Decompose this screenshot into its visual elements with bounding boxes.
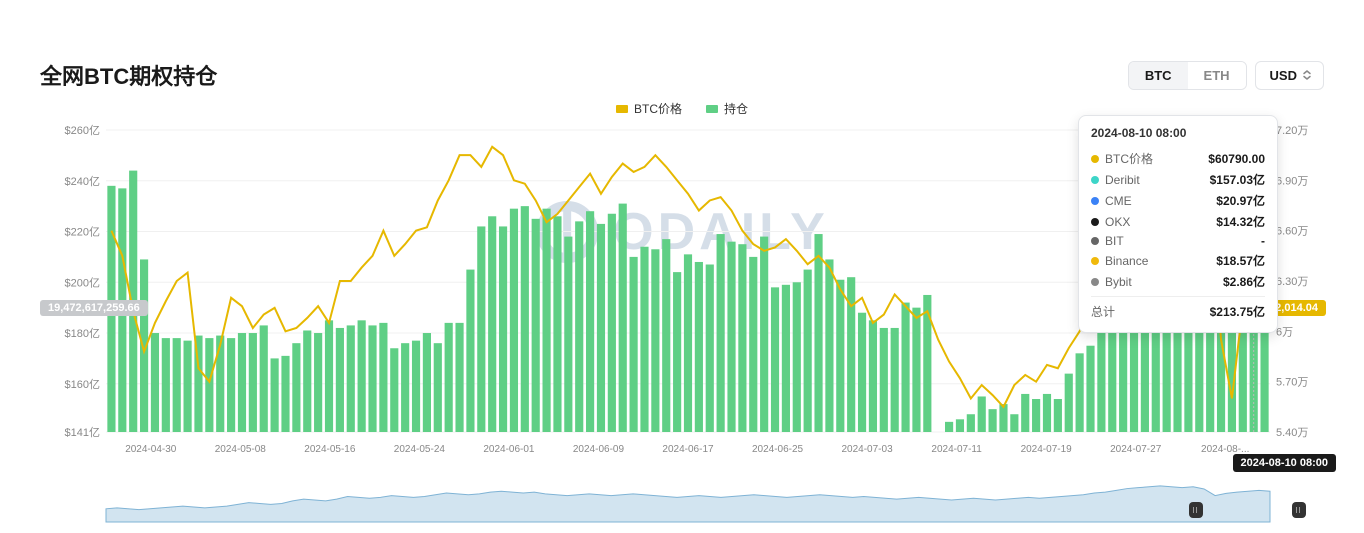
tooltip-row: Binance $18.57亿 (1091, 250, 1265, 271)
page-title: 全网BTC期权持仓 (40, 59, 217, 91)
tooltip-row-label: OKX (1105, 215, 1130, 229)
tooltip-row-label: BTC价格 (1105, 150, 1153, 167)
tooltip-row: BIT - (1091, 232, 1265, 250)
svg-text:6万: 6万 (1276, 326, 1293, 338)
svg-text:2024-06-17: 2024-06-17 (662, 444, 714, 455)
tooltip-date: 2024-08-10 08:00 (1091, 126, 1265, 140)
legend-swatch-oi (706, 105, 718, 113)
svg-text:2024-07-03: 2024-07-03 (841, 444, 893, 455)
tooltip-dot (1091, 237, 1099, 245)
svg-text:2024-07-11: 2024-07-11 (931, 444, 982, 455)
tooltip-dot (1091, 257, 1099, 265)
tooltip-row-label: Deribit (1105, 173, 1140, 187)
tooltip-dot (1091, 197, 1099, 205)
tooltip-row: BTC价格 $60790.00 (1091, 148, 1265, 169)
legend-oi[interactable]: 持仓 (706, 100, 748, 117)
svg-text:5.40万: 5.40万 (1276, 427, 1308, 439)
tooltip-total-value: $213.75亿 (1210, 303, 1265, 320)
datapoint-tooltip: 2024-08-10 08:00 BTC价格 $60790.00 Deribit $1… (1078, 115, 1278, 333)
tooltip-dot (1091, 218, 1099, 226)
svg-text:2024-05-08: 2024-05-08 (215, 444, 267, 455)
svg-text:2024-07-19: 2024-07-19 (1021, 444, 1073, 455)
tooltip-row-value: - (1261, 234, 1265, 248)
tooltip-total-label: 总计 (1091, 303, 1115, 320)
tooltip-row: OKX $14.32亿 (1091, 211, 1265, 232)
tooltip-row: CME $20.97亿 (1091, 190, 1265, 211)
svg-text:$240亿: $240亿 (65, 175, 100, 188)
svg-text:2024-06-01: 2024-06-01 (483, 444, 535, 455)
legend-price-label: BTC价格 (634, 100, 682, 117)
brush-handle-left[interactable] (1189, 502, 1203, 518)
tooltip-row-label: CME (1105, 194, 1132, 208)
svg-text:2024-04-30: 2024-04-30 (125, 444, 177, 455)
svg-text:$160亿: $160亿 (65, 378, 100, 391)
tooltip-row-label: Binance (1105, 254, 1148, 268)
asset-segment: BTC ETH (1128, 61, 1247, 90)
tooltip-row-value: $60790.00 (1208, 152, 1265, 166)
svg-text:$200亿: $200亿 (65, 276, 100, 289)
svg-text:7.20万: 7.20万 (1276, 125, 1308, 137)
svg-text:2024-06-09: 2024-06-09 (573, 444, 625, 455)
brush-minimap[interactable] (40, 472, 1324, 528)
tooltip-row-label: Bybit (1105, 275, 1132, 289)
tooltip-row-value: $18.57亿 (1216, 252, 1265, 269)
currency-select[interactable]: USD (1255, 61, 1324, 90)
svg-text:2024-05-16: 2024-05-16 (304, 444, 356, 455)
tooltip-row-label: BIT (1105, 234, 1124, 248)
segment-eth[interactable]: ETH (1188, 62, 1246, 89)
tooltip-row: Bybit $2.86亿 (1091, 271, 1265, 292)
svg-text:2024-06-25: 2024-06-25 (752, 444, 804, 455)
svg-text:6.90万: 6.90万 (1276, 175, 1308, 187)
tooltip-row-value: $14.32亿 (1216, 213, 1265, 230)
legend-swatch-price (616, 105, 628, 113)
svg-text:2024-07-27: 2024-07-27 (1110, 444, 1162, 455)
tooltip-row-value: $20.97亿 (1216, 192, 1265, 209)
currency-label: USD (1270, 68, 1297, 83)
legend-price[interactable]: BTC价格 (616, 100, 682, 117)
svg-text:$180亿: $180亿 (65, 327, 100, 340)
brush-handle-right[interactable] (1292, 502, 1306, 518)
left-axis-badge: 19,472,617,259.66 (40, 300, 148, 316)
svg-text:2024-05-24: 2024-05-24 (394, 444, 446, 455)
legend-oi-label: 持仓 (724, 100, 748, 117)
controls: BTC ETH USD (1128, 61, 1324, 90)
svg-text:6.60万: 6.60万 (1276, 226, 1308, 238)
svg-text:6.30万: 6.30万 (1276, 276, 1308, 288)
svg-text:5.70万: 5.70万 (1276, 377, 1308, 389)
svg-text:$141亿: $141亿 (65, 426, 100, 439)
tooltip-dot (1091, 155, 1099, 163)
svg-text:$220亿: $220亿 (65, 226, 100, 239)
tooltip-dot (1091, 278, 1099, 286)
tooltip-row-value: $157.03亿 (1210, 171, 1265, 188)
chevron-updown-icon (1301, 69, 1313, 81)
tooltip-dot (1091, 176, 1099, 184)
tooltip-row: Deribit $157.03亿 (1091, 169, 1265, 190)
segment-btc[interactable]: BTC (1129, 62, 1188, 89)
svg-text:$260亿: $260亿 (65, 124, 100, 137)
tooltip-row-value: $2.86亿 (1223, 273, 1265, 290)
x-axis-hover-label: 2024-08-10 08:00 (1233, 454, 1336, 472)
